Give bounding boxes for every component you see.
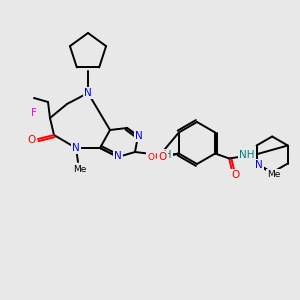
Text: N: N [135, 131, 143, 141]
Text: O: O [231, 170, 239, 181]
Text: Me: Me [73, 164, 87, 173]
Text: F: F [31, 108, 37, 118]
Text: O: O [159, 152, 167, 163]
Text: N: N [72, 143, 80, 153]
Text: O: O [147, 153, 154, 162]
Text: N: N [255, 160, 262, 170]
Text: N: N [84, 88, 92, 98]
Text: N: N [114, 151, 122, 161]
Text: NH: NH [156, 150, 172, 160]
Text: NH: NH [239, 151, 255, 160]
Text: Me: Me [267, 170, 280, 179]
Text: O: O [28, 135, 36, 145]
Text: O: O [155, 152, 163, 161]
